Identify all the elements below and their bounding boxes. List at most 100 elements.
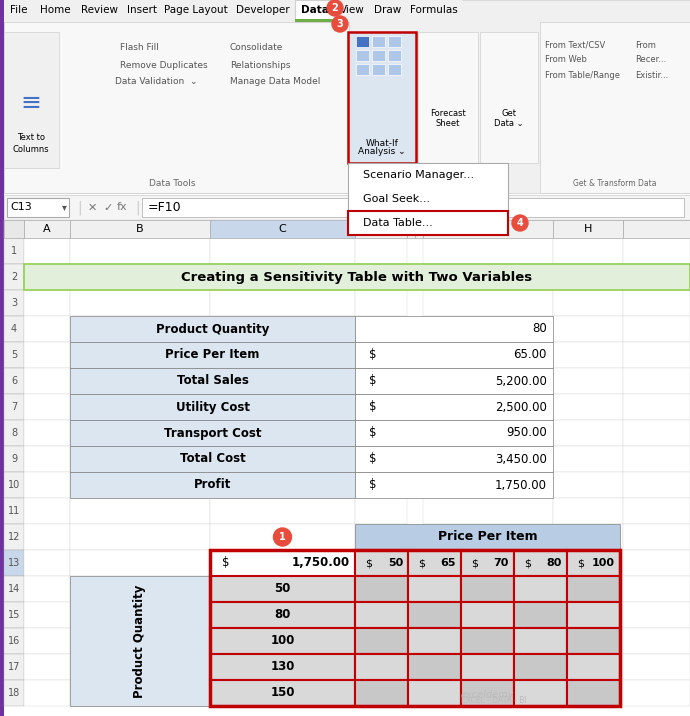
Text: $: $ [369,453,377,465]
Text: 5,200.00: 5,200.00 [495,374,547,387]
Bar [423,264,553,290]
Bar [4,420,24,446]
Bar [423,420,553,446]
Bar [418,32,478,163]
Bar [210,524,355,550]
Bar [480,32,538,163]
Bar [514,628,567,654]
Text: 100: 100 [270,634,295,647]
Bar [210,446,355,472]
Bar [70,420,355,446]
Text: Total Cost: Total Cost [179,453,246,465]
Text: $: $ [369,427,377,440]
Text: Page Layout: Page Layout [164,5,228,15]
Bar [423,342,553,368]
Bar [423,524,553,550]
Text: Utility Cost: Utility Cost [175,400,250,414]
Bar [210,680,355,706]
Text: From Web: From Web [545,56,587,64]
Bar [623,264,690,290]
Bar [210,602,355,628]
Bar [623,342,690,368]
Text: ✓: ✓ [104,203,112,213]
Text: 15: 15 [8,610,20,620]
Bar [70,498,210,524]
Text: 9: 9 [11,454,17,464]
Bar [70,654,210,680]
Bar [355,654,408,680]
Bar [210,550,355,576]
Text: From Table/Range: From Table/Range [545,70,620,79]
Text: A: A [43,224,51,234]
Text: Forecast: Forecast [430,109,466,117]
Bar [553,498,623,524]
Bar [567,628,620,654]
Text: $: $ [418,558,425,568]
Bar [70,220,210,238]
Text: What-If: What-If [366,138,398,147]
Text: Remove Duplicates: Remove Duplicates [120,60,208,69]
Bar [461,550,514,576]
Bar [461,654,514,680]
Text: 4: 4 [11,324,17,334]
Bar [70,576,210,602]
Bar [423,498,553,524]
Bar [355,316,553,342]
Text: Existir...: Existir... [635,70,668,79]
Text: Scenario Manager...: Scenario Manager... [363,170,474,180]
Text: 2: 2 [11,272,17,282]
Bar [355,446,553,472]
Bar [388,36,401,47]
Bar [553,524,623,550]
Text: C13: C13 [10,203,32,213]
Bar [355,654,407,680]
Bar [70,394,355,420]
Text: Sheet: Sheet [436,119,460,127]
Bar [355,472,553,498]
Text: 1: 1 [279,532,286,542]
Bar [210,654,355,680]
Bar [355,394,407,420]
Bar [210,264,355,290]
Bar [567,602,620,628]
Bar [408,576,461,602]
Text: C: C [279,224,286,234]
Text: 50: 50 [275,583,290,596]
Bar [210,472,355,498]
Bar [348,163,508,235]
Bar [4,654,24,680]
Bar [623,238,690,264]
Circle shape [273,528,291,546]
Bar [24,264,70,290]
Text: 65.00: 65.00 [513,349,547,362]
Text: EXCEL - DATA - BI: EXCEL - DATA - BI [461,696,526,705]
Text: Goal Seek...: Goal Seek... [363,194,430,204]
Bar [24,550,70,576]
Bar [24,524,70,550]
Bar [210,498,355,524]
Bar [355,342,553,368]
Bar [210,628,355,654]
Bar [553,654,623,680]
Bar [355,524,620,550]
Bar [356,36,369,47]
Bar [4,550,24,576]
Bar [553,602,623,628]
Text: Creating a Sensitivity Table with Two Variables: Creating a Sensitivity Table with Two Va… [181,271,533,284]
Bar [4,394,24,420]
Bar [408,680,461,706]
Text: $: $ [369,349,377,362]
Bar [514,680,567,706]
Bar [210,368,355,394]
Text: Price Per Item: Price Per Item [166,349,259,362]
Bar [623,680,690,706]
Bar [24,420,70,446]
Bar [567,654,620,680]
Bar [567,576,620,602]
Bar [4,22,349,193]
Text: G: G [484,224,492,234]
Bar [406,0,462,22]
Text: Flash Fill: Flash Fill [120,44,159,52]
Bar [70,602,210,628]
Text: Transport Cost: Transport Cost [164,427,262,440]
